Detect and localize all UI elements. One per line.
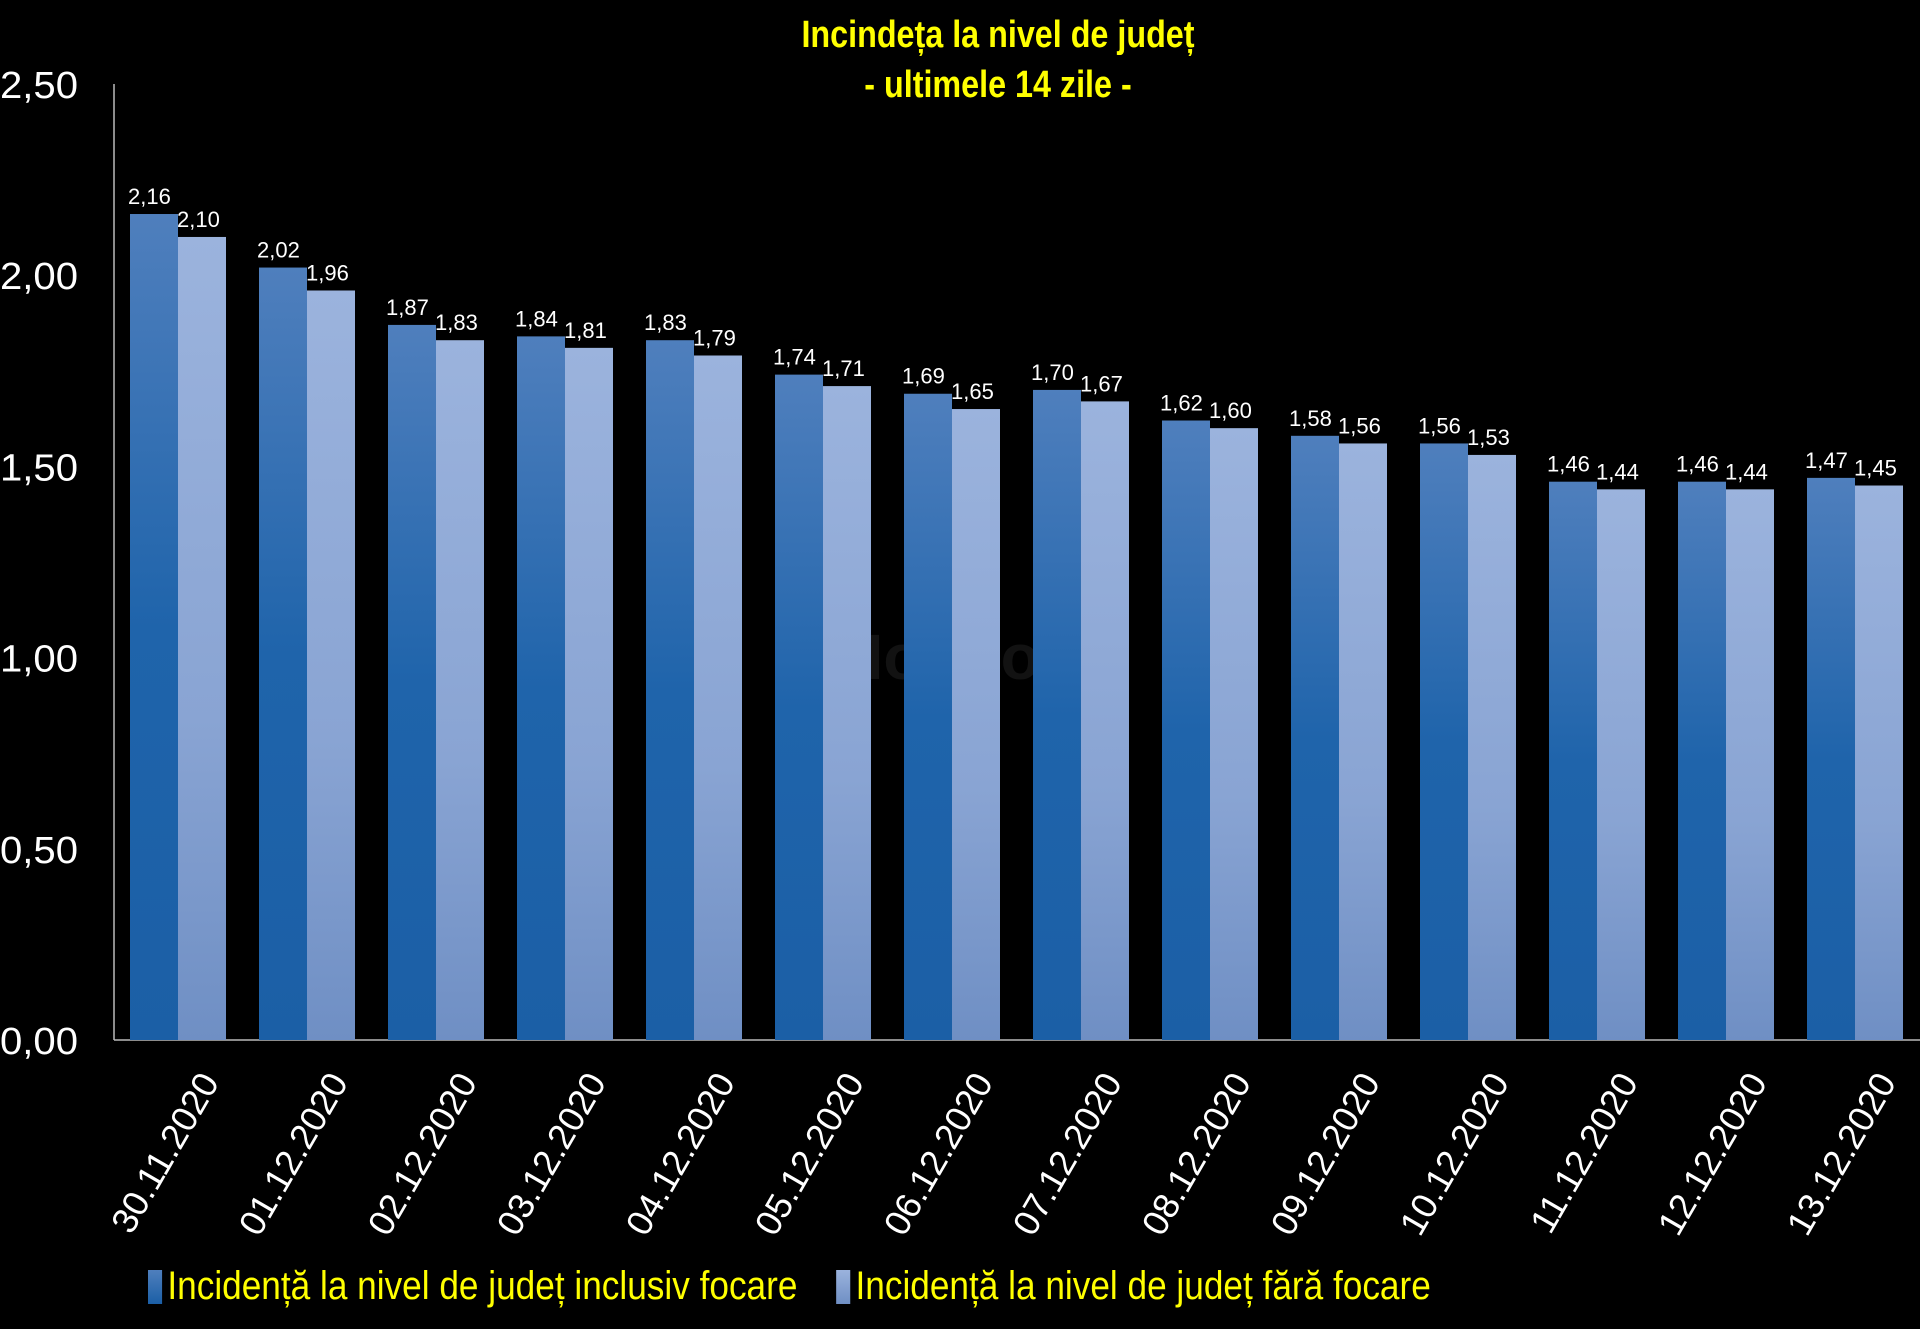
bar-fara: [1210, 428, 1258, 1040]
bar-inclusiv: [259, 267, 307, 1040]
legend-swatch: [148, 1269, 163, 1304]
data-label: 1,81: [564, 318, 607, 343]
bar-fara: [823, 386, 871, 1040]
bar-inclusiv: [1678, 481, 1726, 1040]
y-tick-label: 1,00: [0, 639, 78, 681]
data-label: 1,96: [306, 260, 349, 285]
bar-inclusiv: [517, 336, 565, 1040]
bar-fara: [307, 290, 355, 1041]
y-tick-label: 2,50: [0, 65, 78, 107]
x-tick-label: 09.12.2020: [1262, 1066, 1388, 1243]
data-label: 1,70: [1031, 360, 1074, 385]
y-tick-label: 2,00: [0, 256, 78, 298]
y-tick-label: 0,50: [0, 830, 78, 872]
bar-inclusiv: [646, 340, 694, 1040]
x-tick-label: 06.12.2020: [875, 1066, 1001, 1243]
x-tick-label: 10.12.2020: [1391, 1066, 1517, 1243]
x-tick-label: 05.12.2020: [746, 1066, 872, 1243]
data-label: 2,16: [128, 184, 171, 209]
bar-fara: [436, 340, 484, 1040]
x-tick-label: 07.12.2020: [1004, 1066, 1130, 1243]
bar-fara: [1339, 443, 1387, 1040]
chart-title: Incindeța la nivel de județ: [801, 14, 1195, 56]
bar-inclusiv: [1549, 481, 1597, 1040]
x-tick-label: 30.11.2020: [103, 1066, 227, 1240]
data-label: 1,44: [1725, 459, 1768, 484]
data-label: 1,87: [386, 295, 429, 320]
bar-inclusiv: [130, 214, 178, 1041]
data-label: 1,83: [435, 310, 478, 335]
data-label: 1,74: [773, 345, 816, 370]
data-label: 1,46: [1547, 452, 1590, 477]
data-label: 1,45: [1854, 456, 1897, 481]
data-label: 1,71: [822, 356, 865, 381]
bar-inclusiv: [775, 374, 823, 1040]
x-tick-label: 12.12.2020: [1649, 1066, 1775, 1243]
legend-swatch: [836, 1269, 851, 1304]
data-label: 1,44: [1596, 459, 1639, 484]
bar-fara: [1081, 401, 1129, 1041]
x-tick-label: 03.12.2020: [488, 1066, 614, 1243]
bar-fara: [1468, 454, 1516, 1041]
data-label: 1,83: [644, 310, 687, 335]
data-label: 2,10: [177, 207, 220, 232]
x-tick-label: 01.12.2020: [230, 1066, 356, 1243]
bar-fara: [178, 236, 226, 1040]
data-label: 1,56: [1338, 413, 1381, 438]
data-label: 1,65: [951, 379, 994, 404]
x-tick-label: 04.12.2020: [617, 1066, 743, 1243]
data-label: 1,47: [1805, 448, 1848, 473]
bar-fara: [952, 409, 1000, 1040]
bar-fara: [1855, 485, 1903, 1040]
data-label: 1,62: [1160, 391, 1203, 416]
bar-inclusiv: [1162, 420, 1210, 1041]
legend: Incidență la nivel de județ inclusiv foc…: [148, 1264, 1470, 1309]
data-label: 1,56: [1418, 413, 1461, 438]
x-tick-label: 08.12.2020: [1133, 1066, 1259, 1243]
bar-inclusiv: [1291, 435, 1339, 1041]
bar-fara: [1726, 489, 1774, 1040]
data-label: 1,79: [693, 326, 736, 351]
legend-label: Incidență la nivel de județ inclusiv foc…: [167, 1264, 798, 1308]
data-label: 1,67: [1080, 371, 1123, 396]
data-label: 1,84: [515, 306, 558, 331]
data-label: 1,60: [1209, 398, 1252, 423]
x-tick-label: 11.12.2020: [1522, 1066, 1646, 1240]
bar-inclusiv: [1420, 443, 1468, 1040]
x-tick-label: 02.12.2020: [359, 1066, 485, 1243]
bar-inclusiv: [904, 393, 952, 1040]
bar-inclusiv: [388, 324, 436, 1040]
legend-item-fara: Incidență la nivel de județ fără focare: [836, 1264, 1431, 1309]
data-label: 1,58: [1289, 406, 1332, 431]
y-tick-label: 0,00: [0, 1021, 78, 1063]
bar-inclusiv: [1033, 389, 1081, 1040]
bar-fara: [1597, 489, 1645, 1040]
y-tick-label: 1,50: [0, 447, 78, 489]
chart-subtitle: - ultimele 14 zile -: [864, 64, 1132, 106]
bar-fara: [694, 355, 742, 1040]
bar-inclusiv: [1807, 477, 1855, 1040]
data-label: 1,46: [1676, 452, 1719, 477]
data-label: 1,69: [902, 364, 945, 389]
legend-item-inclusiv: Incidență la nivel de județ inclusiv foc…: [148, 1264, 797, 1309]
data-label: 1,53: [1467, 425, 1510, 450]
data-label: 2,02: [257, 238, 300, 263]
legend-label: Incidență la nivel de județ fără focare: [855, 1264, 1431, 1308]
x-tick-label: 13.12.2020: [1778, 1066, 1904, 1243]
bar-fara: [565, 347, 613, 1041]
